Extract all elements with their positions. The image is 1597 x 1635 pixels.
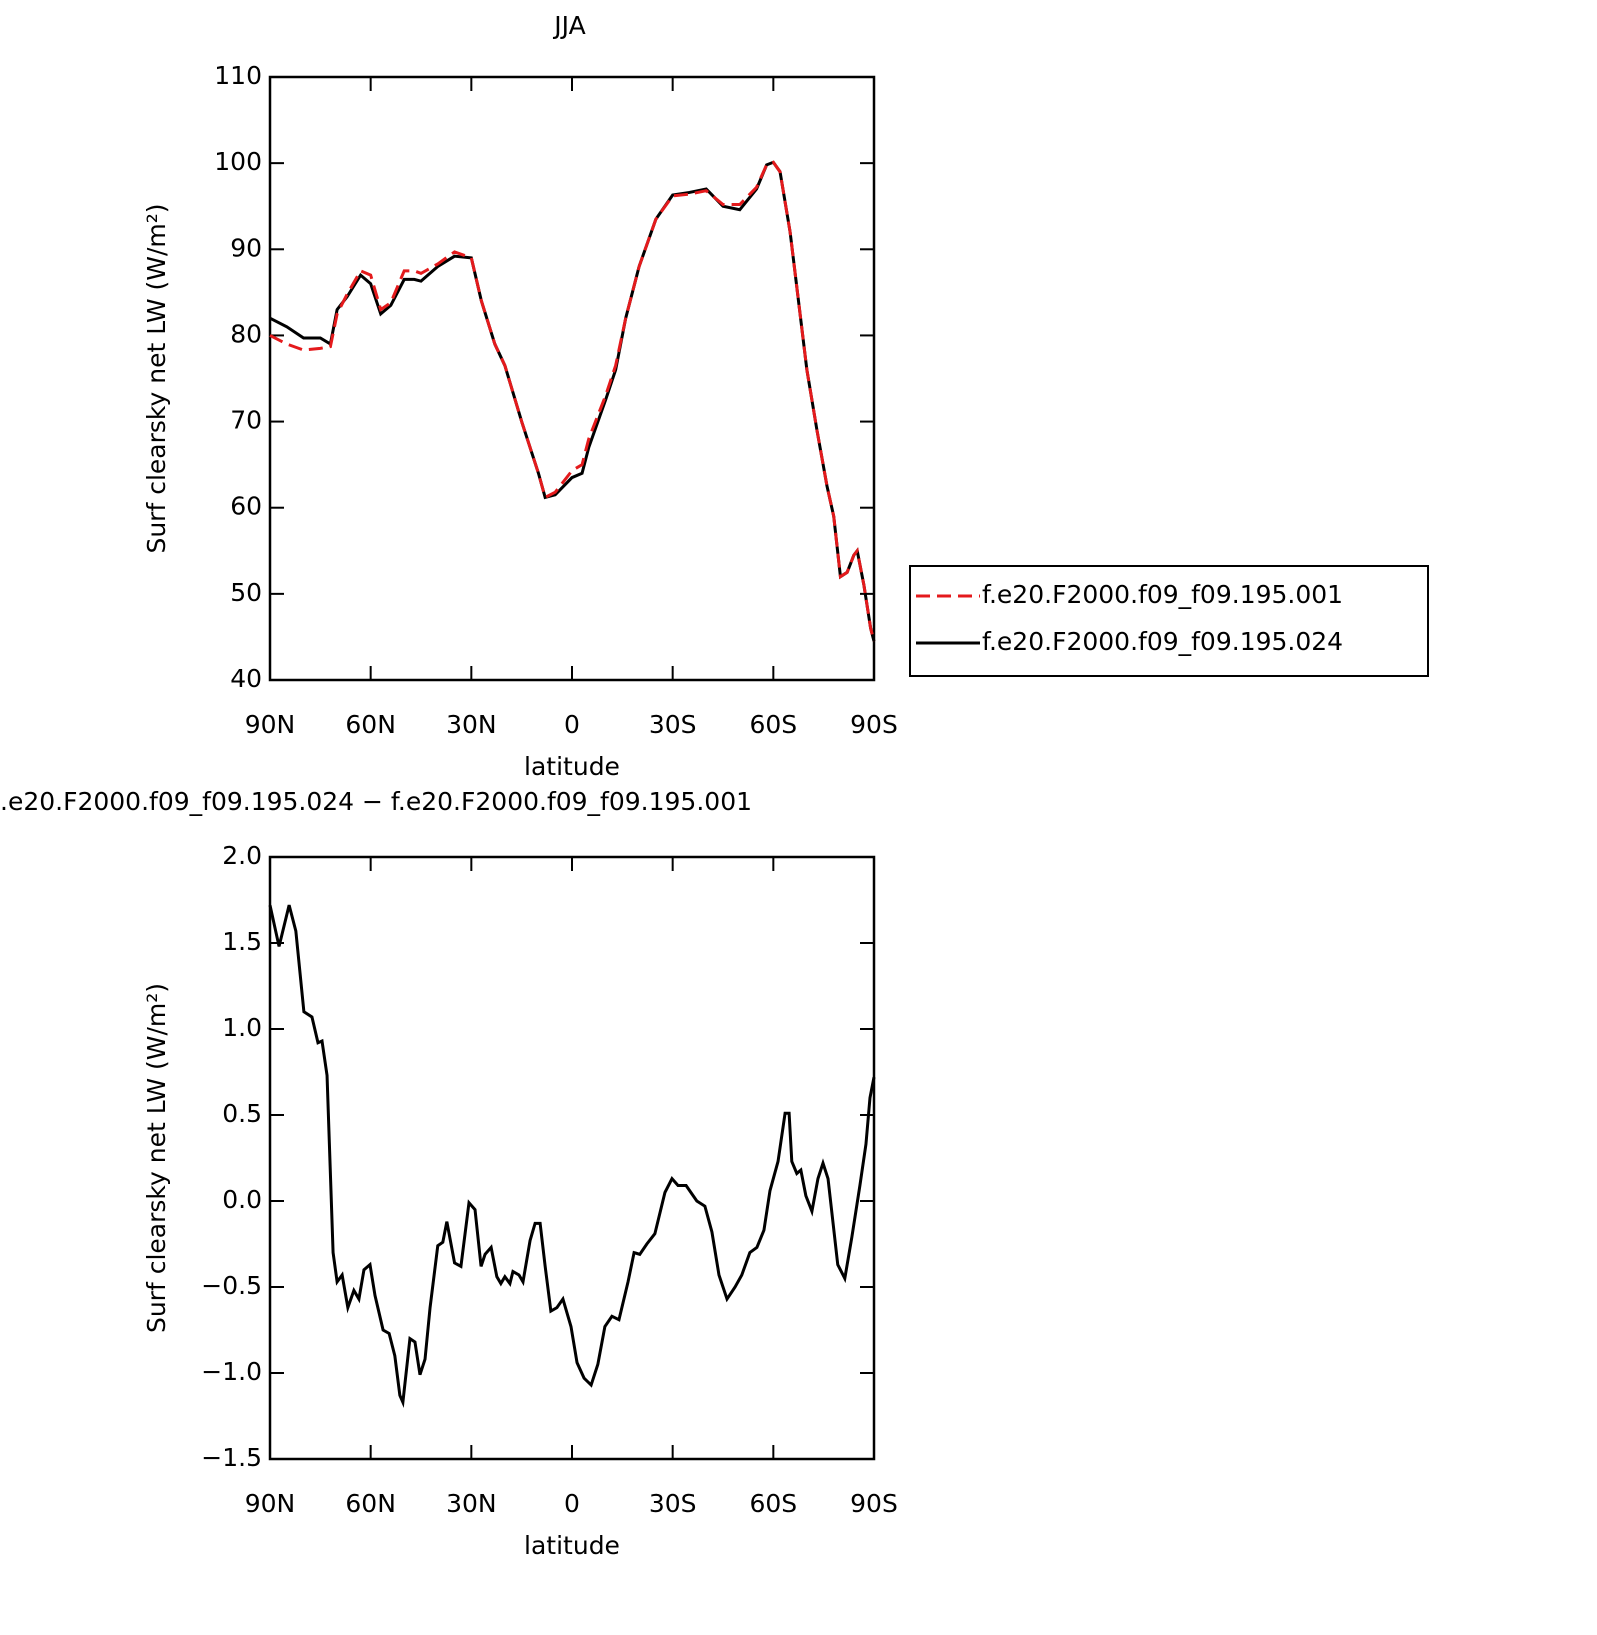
x-tick-label: 30N [446, 1489, 497, 1518]
y-tick-label: −0.5 [201, 1271, 262, 1300]
chart-title: .e20.F2000.f09_f09.195.024 − f.e20.F2000… [0, 787, 752, 816]
x-tick-label: 30S [649, 710, 697, 739]
series-line [268, 904, 876, 1408]
y-tick-label: 1.0 [222, 1013, 262, 1042]
x-tick-label: 60N [345, 1489, 396, 1518]
y-tick-label: 80 [230, 319, 262, 348]
series-line [269, 160, 876, 642]
chart-title: JJA [552, 11, 585, 40]
y-tick-label: 110 [214, 61, 262, 90]
legend-label: f.e20.F2000.f09_f09.195.024 [982, 627, 1343, 656]
plot-frame [268, 855, 876, 1461]
y-tick-label: 0.5 [222, 1099, 262, 1128]
x-axis-label: latitude [524, 1531, 620, 1560]
y-tick-label: 40 [230, 664, 262, 693]
y-tick-label: 70 [230, 406, 262, 435]
x-tick-label: 90S [850, 710, 898, 739]
x-tick-label: 60S [749, 1489, 797, 1518]
x-tick-label: 60S [749, 710, 797, 739]
y-tick-label: −1.5 [201, 1443, 262, 1472]
plot-frame [268, 75, 876, 682]
x-axis-label: latitude [524, 752, 620, 781]
y-tick-label: 60 [230, 492, 262, 521]
legend-label: f.e20.F2000.f09_f09.195.001 [982, 580, 1343, 609]
y-axis-label: Surf clearsky net LW (W/m²) [142, 203, 171, 553]
y-tick-label: 100 [214, 147, 262, 176]
y-tick-label: 2.0 [222, 841, 262, 870]
x-tick-label: 90N [245, 1489, 296, 1518]
y-axis-label: Surf clearsky net LW (W/m²) [142, 983, 171, 1333]
y-tick-label: −1.0 [201, 1357, 262, 1386]
x-tick-label: 0 [564, 1489, 580, 1518]
y-tick-label: 90 [230, 233, 262, 262]
x-tick-label: 90S [850, 1489, 898, 1518]
x-tick-label: 90N [245, 710, 296, 739]
y-tick-label: 0.0 [222, 1185, 262, 1214]
x-tick-label: 0 [564, 710, 580, 739]
y-tick-label: 1.5 [222, 927, 262, 956]
x-tick-label: 30N [446, 710, 497, 739]
legend-box [909, 565, 1429, 677]
y-tick-label: 50 [230, 578, 262, 607]
x-tick-label: 60N [345, 710, 396, 739]
x-tick-label: 30S [649, 1489, 697, 1518]
series-line [269, 160, 876, 642]
